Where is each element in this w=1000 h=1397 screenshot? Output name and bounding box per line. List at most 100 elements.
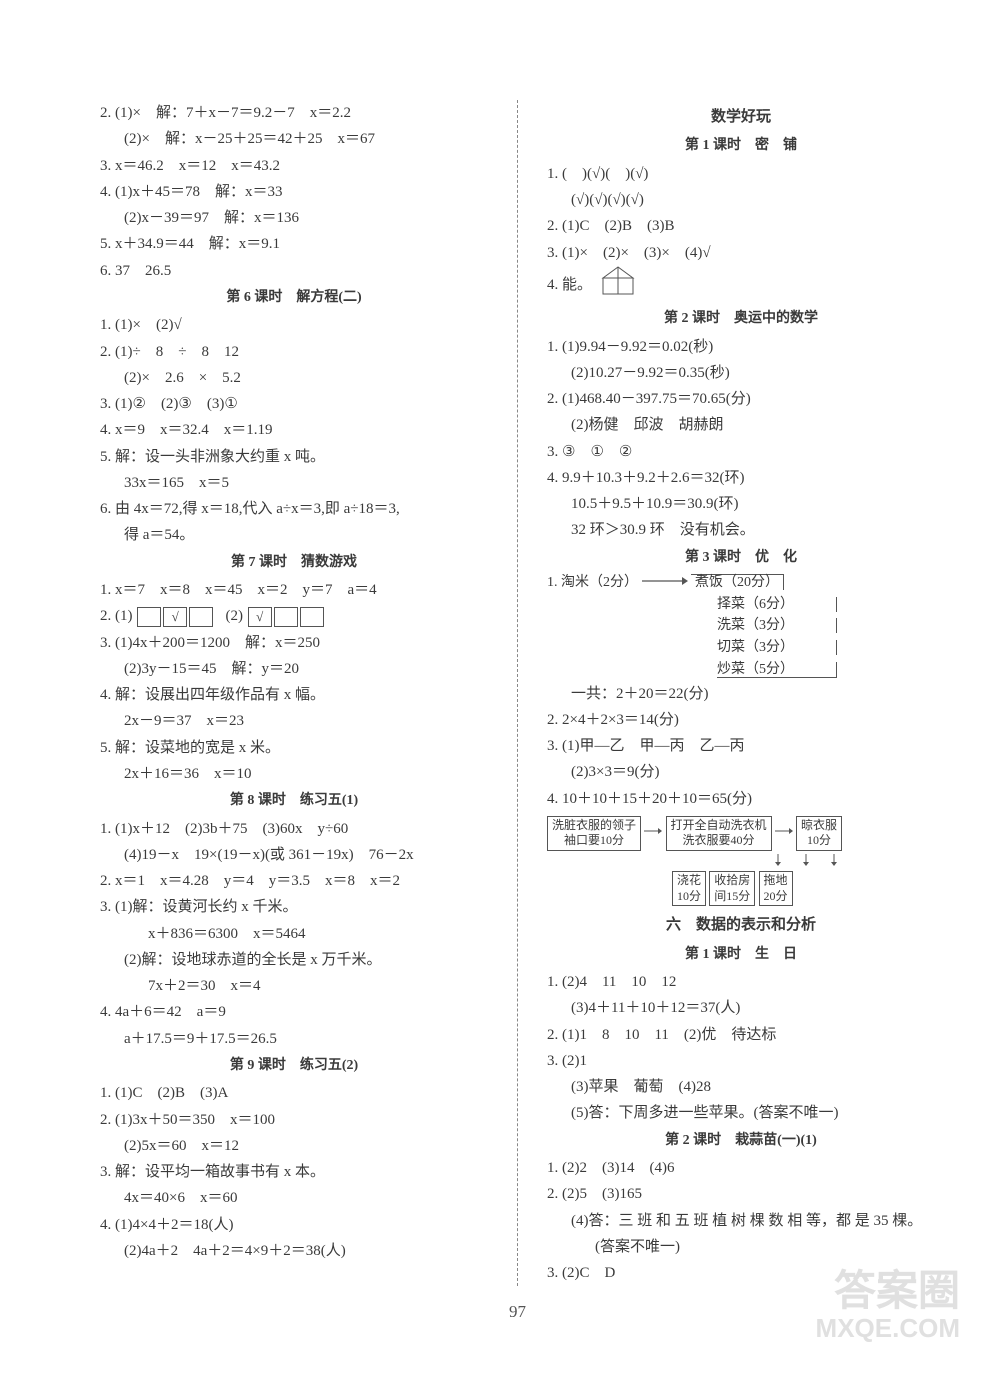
text-line: 2. x＝1 x＝4.28 y＝4 y＝3.5 x＝8 x＝2 — [100, 868, 488, 894]
text-line: 1. x＝7 x＝8 x＝45 x＝2 y＝7 a＝4 — [100, 577, 488, 603]
flow-box: 晾衣服10分 — [796, 816, 842, 851]
text-line: 2. (1)1 8 10 11 (2)优 待达标 — [547, 1022, 935, 1048]
text-line: (3)4＋11＋10＋12＝37(人) — [547, 995, 935, 1021]
flow-box: 洗脏衣服的领子袖口要10分 — [547, 816, 641, 851]
text-line: 3. (1)② (2)③ (3)① — [100, 391, 488, 417]
cook-step: 洗菜（3分） — [717, 618, 837, 633]
text-line: (答案不唯一) — [547, 1234, 935, 1260]
main-heading: 六 数据的表示和分析 — [547, 912, 935, 938]
text-line: 5. 解：设一头非洲象大约重 x 吨。 — [100, 444, 488, 470]
text-line: 2. (1)3x＋50＝350 x＝100 — [100, 1107, 488, 1133]
text-line: a＋17.5＝9＋17.5＝26.5 — [100, 1026, 488, 1052]
text-line: (2)杨健 邱波 胡赫朗 — [547, 412, 935, 438]
section-heading: 第 2 课时 奥运中的数学 — [547, 307, 935, 332]
text-line: 10.5＋9.5＋10.9＝30.9(环) — [547, 491, 935, 517]
main-heading: 数学好玩 — [547, 104, 935, 130]
text-line: 4. 4a＋6＝42 a＝9 — [100, 999, 488, 1025]
empty-box — [137, 607, 161, 627]
text: (2) — [226, 608, 244, 624]
text-line: 3. x＝46.2 x＝12 x＝43.2 — [100, 153, 488, 179]
text-line: 得 a＝54。 — [100, 522, 488, 548]
text-line: (2)4a＋2 4a＋2＝4×9＋2＝38(人) — [100, 1238, 488, 1264]
text-line: 5. 解：设菜地的宽是 x 米。 — [100, 735, 488, 761]
text-line: (2)× 解：x－25＋25＝42＋25 x＝67 — [100, 126, 488, 152]
page-number: 97 — [100, 1302, 935, 1322]
text-line: 1. (1)9.94－9.92＝0.02(秒) — [547, 334, 935, 360]
cook-step: 择菜（6分） — [717, 597, 837, 612]
section-heading: 第 1 课时 生 日 — [547, 943, 935, 968]
arrow-icon — [775, 826, 793, 836]
flow-box: 拖地20分 — [759, 871, 793, 906]
section-heading: 第 6 课时 解方程(二) — [100, 286, 488, 311]
text-line: 1. (1)C (2)B (3)A — [100, 1080, 488, 1106]
section-heading: 第 8 课时 练习五(1) — [100, 789, 488, 814]
text-line: 1. ( )(√)( )(√) — [547, 161, 935, 187]
text-line: 4. 10＋10＋15＋20＋10＝65(分) — [547, 786, 935, 812]
text-line: 3. 解：设平均一箱故事书有 x 本。 — [100, 1159, 488, 1185]
checkbox-row: 2. (1) √ (2) √ — [100, 603, 488, 629]
cook-step: 切菜（3分） — [717, 640, 837, 655]
text-line: (3)苹果 葡萄 (4)28 — [547, 1074, 935, 1100]
text-line: 2. (1)C (2)B (3)B — [547, 213, 935, 239]
text-line: 3. (1)4x＋200＝1200 解：x＝250 — [100, 630, 488, 656]
checked-box: √ — [248, 607, 272, 627]
page: 2. (1)× 解：7＋x－7＝9.2－7 x＝2.2 (2)× 解：x－25＋… — [0, 0, 1000, 1362]
text-line: 32 环＞30.9 环 没有机会。 — [547, 517, 935, 543]
text-line: 7x＋2＝30 x＝4 — [100, 973, 488, 999]
text-line: 4. x＝9 x＝32.4 x＝1.19 — [100, 417, 488, 443]
text-line: 1. (1)x＋12 (2)3b＋75 (3)60x y÷60 — [100, 816, 488, 842]
text-line: (2)10.27－9.92＝0.35(秒) — [547, 360, 935, 386]
text-line: (5)答：下周多进一些苹果。(答案不唯一) — [547, 1100, 935, 1126]
text-line: 1. (1)× (2)√ — [100, 312, 488, 338]
section-heading: 第 7 课时 猜数游戏 — [100, 551, 488, 576]
text-line: (4)答：三 班 和 五 班 植 树 棵 数 相 等，都 是 35 棵。 — [547, 1208, 935, 1234]
flow-box: 打开全自动洗衣机洗衣服要40分 — [666, 816, 772, 851]
text-line: (2)× 2.6 × 5.2 — [100, 365, 488, 391]
text-line: (2)x－39＝97 解：x＝136 — [100, 205, 488, 231]
text-line: 2. (1)÷ 8 ÷ 8 12 — [100, 339, 488, 365]
text-line: 4. (1)x＋45＝78 解：x＝33 — [100, 179, 488, 205]
text-line: 2. (1)× 解：7＋x－7＝9.2－7 x＝2.2 — [100, 100, 488, 126]
text-line: 1. (2)4 11 10 12 — [547, 969, 935, 995]
arrow-down-icon — [772, 854, 784, 866]
text-line: 4. 能。 — [547, 266, 935, 305]
text-line: 4x＝40×6 x＝60 — [100, 1185, 488, 1211]
flow-box: 浇花10分 — [672, 871, 706, 906]
text-line: (2)3y－15＝45 解：y＝20 — [100, 656, 488, 682]
text-line: 2x－9＝37 x＝23 — [100, 708, 488, 734]
column-divider — [517, 100, 518, 1286]
arrow-icon — [644, 826, 662, 836]
text-line: 3. (1)解：设黄河长约 x 千米。 — [100, 894, 488, 920]
text-line: 3. (2)1 — [547, 1048, 935, 1074]
empty-box — [274, 607, 298, 627]
section-heading: 第 1 课时 密 铺 — [547, 134, 935, 159]
empty-box — [300, 607, 324, 627]
text-line: 4. (1)4×4＋2＝18(人) — [100, 1212, 488, 1238]
empty-box — [189, 607, 213, 627]
checked-box: √ — [163, 607, 187, 627]
cooking-flow-diagram: 1. 淘米（2分） 煮饭（20分） 择菜（6分） 洗菜（3分） 切菜（3分） 炒… — [547, 572, 935, 681]
text-line: 3. (1)× (2)× (3)× (4)√ — [547, 240, 935, 266]
right-column: 数学好玩 第 1 课时 密 铺 1. ( )(√)( )(√) (√)(√)(√… — [547, 100, 935, 1286]
flow-box: 收拾房间15分 — [709, 871, 755, 906]
text-line: 2. (1)468.40－397.75＝70.65(分) — [547, 386, 935, 412]
text-line: 2. 2×4＋2×3＝14(分) — [547, 707, 935, 733]
two-columns: 2. (1)× 解：7＋x－7＝9.2－7 x＝2.2 (2)× 解：x－25＋… — [100, 100, 935, 1286]
text-line: 4. 9.9＋10.3＋9.2＋2.6＝32(环) — [547, 465, 935, 491]
text-line: 3. ③ ① ② — [547, 439, 935, 465]
text-line: 一共：2＋20＝22(分) — [547, 681, 935, 707]
left-column: 2. (1)× 解：7＋x－7＝9.2－7 x＝2.2 (2)× 解：x－25＋… — [100, 100, 488, 1286]
text-line: 33x＝165 x＝5 — [100, 470, 488, 496]
text-line: 6. 37 26.5 — [100, 258, 488, 284]
arrow-icon — [642, 572, 688, 594]
text-line: 1. (2)2 (3)14 (4)6 — [547, 1155, 935, 1181]
text-line: (2)5x＝60 x＝12 — [100, 1133, 488, 1159]
text-line: 6. 由 4x＝72,得 x＝18,代入 a÷x＝3,即 a÷18＝3, — [100, 496, 488, 522]
text-line: 3. (2)C D — [547, 1260, 935, 1286]
section-heading: 第 2 课时 栽蒜苗(一)(1) — [547, 1129, 935, 1154]
cook-left-label: 1. 淘米（2分） — [547, 575, 638, 590]
text-line: 4. 解：设展出四年级作品有 x 幅。 — [100, 682, 488, 708]
arrow-down-icon — [828, 854, 840, 866]
section-heading: 第 3 课时 优 化 — [547, 546, 935, 571]
text-line: 2. (2)5 (3)165 — [547, 1181, 935, 1207]
